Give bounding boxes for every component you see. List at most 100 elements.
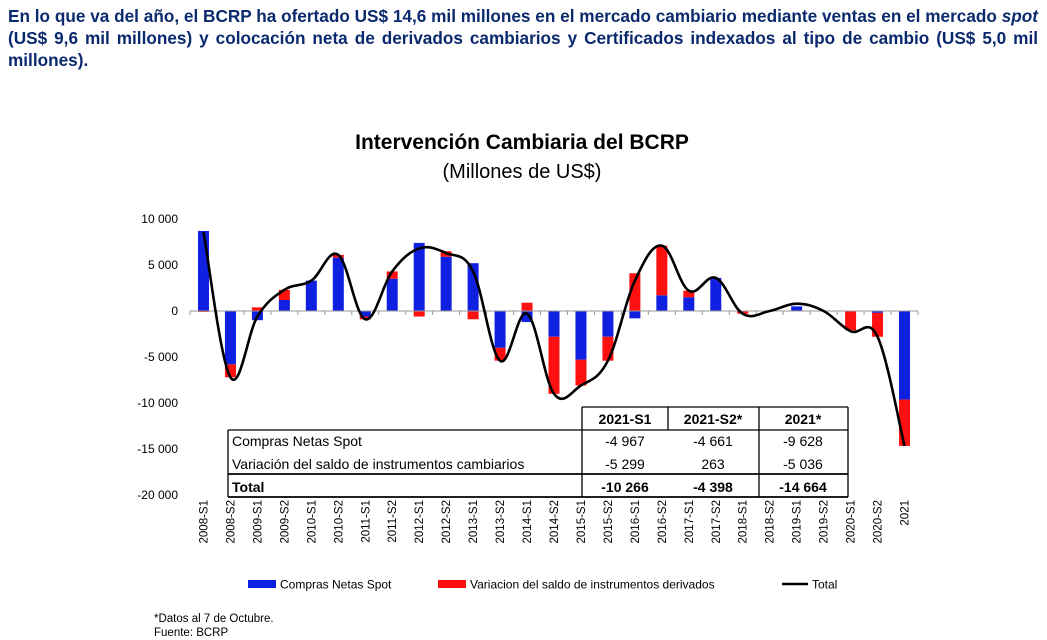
x-tick-label: 2012-S1 — [414, 500, 426, 543]
table-cell: -10 266 — [601, 479, 649, 495]
legend-total: Total — [782, 578, 837, 592]
x-tick-label: 2015-S2 — [603, 500, 615, 543]
spot-bar — [278, 299, 290, 311]
derivative-bar — [494, 347, 506, 361]
spot-bar — [575, 311, 587, 360]
x-tick-label: 2014-S2 — [549, 500, 561, 543]
spot-bar — [224, 311, 236, 365]
spot-bar — [548, 311, 560, 337]
footnote-source: Fuente: BCRP — [154, 627, 229, 639]
table-cell: -5 036 — [783, 456, 823, 472]
spot-bar — [332, 257, 344, 311]
x-tick-label: 2010-S2 — [333, 500, 345, 543]
x-tick-label: 2019-S2 — [819, 500, 831, 543]
x-tick-label: 2021 — [900, 500, 912, 526]
bars — [197, 230, 911, 446]
legend-spot: Compras Netas Spot — [248, 578, 392, 592]
y-tick-label: -10 000 — [137, 396, 178, 410]
x-tick-label: 2020-S2 — [873, 500, 885, 543]
spot-bar — [602, 311, 614, 337]
x-tick-label: 2011-S2 — [387, 500, 399, 543]
spot-bar — [413, 242, 425, 311]
legend-swatch — [248, 580, 276, 588]
table-row-label: Compras Netas Spot — [232, 433, 362, 449]
table-header: 2021-S1 — [599, 411, 652, 427]
derivative-bar — [386, 271, 398, 279]
x-tick-label: 2014-S1 — [522, 500, 534, 543]
legend: Compras Netas Spot Variacion del saldo de… — [248, 578, 837, 592]
headline-part2: (US$ 9,6 mil millones) y colocación neta… — [8, 28, 1038, 70]
chart-subtitle: (Millones de US$) — [443, 161, 602, 183]
table-header: 2021-S2* — [684, 411, 743, 427]
x-tick-label: 2008-S2 — [225, 500, 237, 543]
derivative-bar — [872, 312, 884, 337]
spot-bar — [386, 278, 398, 311]
table-row-label: Total — [232, 479, 264, 495]
spot-bar — [656, 295, 668, 311]
table-cell: -14 664 — [779, 479, 827, 495]
derivative-bar — [548, 336, 560, 394]
spot-bar — [494, 311, 506, 348]
table-header: 2021* — [785, 411, 822, 427]
derivative-bar — [899, 399, 911, 446]
x-tick-label: 2010-S1 — [306, 500, 318, 543]
chart-title: Intervención Cambiaria del BCRP — [355, 131, 689, 154]
x-tick-label: 2008-S1 — [198, 500, 210, 543]
derivative-bar — [575, 359, 587, 386]
headline: En lo que va del año, el BCRP ha ofertad… — [8, 5, 1038, 71]
derivative-bar — [683, 290, 695, 298]
x-tick-label: 2011-S1 — [360, 500, 372, 543]
y-tick-label: -15 000 — [137, 442, 178, 456]
derivative-bar — [602, 336, 614, 361]
spot-bar — [683, 297, 695, 311]
headline-emph: spot — [1001, 6, 1038, 26]
x-tick-label: 2019-S1 — [792, 500, 804, 543]
x-tick-label: 2016-S2 — [657, 500, 669, 543]
spot-bar — [899, 311, 911, 400]
y-tick-label: 5 000 — [148, 258, 178, 272]
y-tick-label: -20 000 — [137, 488, 178, 502]
y-tick-label: 10 000 — [141, 212, 178, 226]
table-cell: -4 661 — [693, 433, 733, 449]
headline-part1: En lo que va del año, el BCRP ha ofertad… — [8, 6, 1002, 26]
table-cell: -4 398 — [693, 479, 733, 495]
x-tick-label: 2018-S2 — [765, 500, 777, 543]
legend-label: Total — [812, 578, 837, 592]
derivative-bar — [629, 273, 641, 311]
y-tick-label: 0 — [171, 304, 178, 318]
derivative-bar — [413, 311, 425, 317]
x-tick-label: 2009-S2 — [279, 500, 291, 543]
derivative-bar — [656, 245, 668, 296]
spot-bar — [629, 311, 641, 319]
table-background — [228, 407, 848, 497]
legend-swatch — [438, 580, 466, 588]
table-cell: 263 — [701, 456, 725, 472]
x-tick-label: 2013-S1 — [468, 500, 480, 543]
x-axis: 2008-S1 2008-S2 2009-S1 2009-S2 2010-S1 2010-… — [189, 310, 919, 543]
total-line — [202, 231, 906, 447]
spot-bar — [197, 230, 209, 311]
x-tick-label: 2017-S2 — [711, 500, 723, 543]
table-row-label: Variación del saldo de instrumentos camb… — [232, 456, 524, 472]
spot-bar — [359, 311, 371, 317]
x-tick-label: 2018-S1 — [738, 500, 750, 543]
spot-bar — [791, 306, 803, 311]
legend-label: Compras Netas Spot — [280, 578, 392, 592]
derivative-bar — [224, 364, 236, 378]
table-cell: -4 967 — [605, 433, 645, 449]
spot-bar — [872, 311, 884, 313]
table-cell: -9 628 — [783, 433, 823, 449]
footnotes: *Datos al 7 de Octubre. Fuente: BCRP — [154, 612, 274, 640]
legend-label: Variacion del saldo de instrumentos deri… — [470, 578, 715, 592]
spot-bar — [440, 256, 452, 311]
derivative-bar — [521, 302, 533, 311]
derivative-bar — [251, 307, 263, 311]
total-line-group — [202, 231, 906, 447]
x-tick-label: 2013-S2 — [495, 500, 507, 543]
footnote-note: *Datos al 7 de Octubre. — [154, 613, 274, 625]
spot-bar — [710, 277, 722, 311]
derivative-bar — [467, 311, 479, 320]
x-tick-label: 2016-S1 — [630, 500, 642, 543]
x-tick-label: 2017-S1 — [684, 500, 696, 543]
